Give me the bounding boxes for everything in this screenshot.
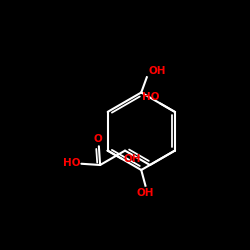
Text: OH: OH	[148, 66, 166, 76]
Text: OH: OH	[123, 154, 140, 164]
Text: O: O	[93, 134, 102, 144]
Text: OH: OH	[137, 188, 154, 198]
Text: HO: HO	[62, 158, 80, 168]
Text: HO: HO	[142, 92, 160, 102]
